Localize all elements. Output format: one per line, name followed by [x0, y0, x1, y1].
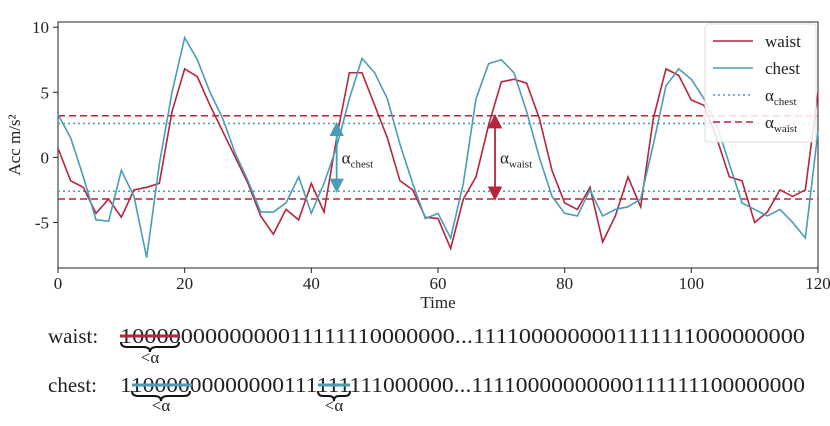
- x-tick-label: 60: [430, 274, 447, 293]
- seq-label: chest:: [48, 373, 97, 397]
- subscript: chest: [774, 96, 797, 108]
- x-tick-label: 20: [176, 274, 193, 293]
- subscript: waist: [774, 123, 797, 135]
- seq-bits: 11000000000000111111111000000...11110000…: [120, 373, 805, 397]
- seq-note: <α: [152, 396, 171, 415]
- legend-label: chest: [765, 59, 800, 78]
- subscript: waist: [509, 158, 532, 170]
- y-tick-label: 0: [41, 148, 50, 167]
- x-tick-label: 120: [805, 274, 830, 293]
- plot-frame: [57, 21, 819, 269]
- annotation-label: αchest: [342, 148, 374, 170]
- seq-label: waist:: [48, 324, 98, 348]
- y-tick-label: 5: [41, 83, 50, 102]
- legend-box: [704, 23, 817, 143]
- subscript: chest: [351, 158, 374, 170]
- y-axis-label: Acc m/s²: [5, 114, 24, 175]
- brace: [317, 390, 351, 402]
- legend-label: waist: [765, 32, 801, 51]
- x-tick-label: 0: [54, 274, 63, 293]
- y-tick-label: 10: [32, 18, 49, 37]
- y-tick-label: -5: [35, 213, 49, 232]
- brace: [131, 390, 191, 402]
- annotation-label: αwaist: [500, 148, 532, 170]
- series-line: [57, 67, 819, 251]
- seq-note: <α: [141, 348, 160, 367]
- x-tick-label: 100: [679, 274, 705, 293]
- seq-bits: 1000000000000011111110000000...111100000…: [120, 324, 805, 348]
- x-axis-label: Time: [420, 293, 455, 312]
- sequences: waist: 1000000000000011111110000000...11…: [48, 324, 805, 415]
- x-tick-label: 80: [556, 274, 573, 293]
- brace: [120, 341, 180, 353]
- series-line: [57, 35, 819, 258]
- x-tick-label: 40: [303, 274, 320, 293]
- seq-note: <α: [325, 396, 344, 415]
